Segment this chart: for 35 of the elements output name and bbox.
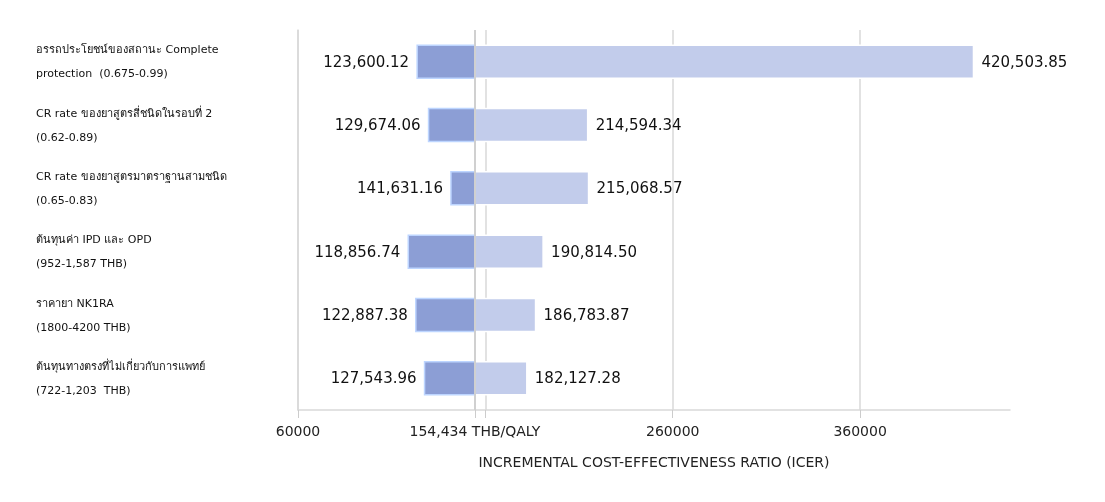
annotation: 129,674.06 (334, 116, 421, 134)
annotation: 182,127.28 (534, 369, 621, 388)
bar (474, 107, 589, 143)
annotation: 420,503.85 (981, 52, 1068, 71)
annotation: 141,631.16 (357, 179, 443, 198)
x-tick-label: 360000 (833, 423, 887, 439)
bar (415, 297, 476, 333)
bar (450, 171, 476, 206)
y-tick-label: CR rate ของยาสูตรมาตราฐานสามชนิด (0.65-0.83) (36, 169, 227, 207)
annotation: 123,600.12 (323, 52, 410, 71)
annotation: 214,594.34 (595, 116, 682, 134)
annotation: 190,814.50 (551, 242, 637, 261)
bar (474, 361, 528, 396)
bar (474, 234, 544, 269)
x-axis-title: INCREMENTAL COST-EFFECTIVENESS RATIO (ICER) (478, 454, 830, 470)
y-tick-label: ต้นทุนค่า IPD และ OPD (952-1,587 THB) (36, 233, 152, 271)
bar (474, 44, 975, 79)
bar (423, 361, 476, 396)
x-tick-label: 260000 (646, 423, 700, 439)
bar (474, 297, 537, 333)
bar (407, 234, 476, 269)
y-tick-label: CR rate ของยาสูตรสี่ชนิดในรอบที่ 2 (0.62-0.89) (36, 104, 213, 144)
x-tick-label: 154,434 THB/QALY (409, 423, 541, 439)
y-tick-label: อรรถประโยชน์ของสถานะ Complete protection (0.675-0.99) (36, 42, 219, 81)
annotation: 118,856.74 (314, 242, 401, 261)
annotation: 127,543.96 (330, 369, 417, 388)
y-tick-label: ราคายา NK1RA (1800-4200 THB) (36, 296, 131, 334)
annotation: 122,887.38 (321, 306, 408, 324)
y-tick-label: ต้นทุนทางตรงที่ไม่เกี่ยวกับการแพทย์ (722-1,203 THB) (36, 357, 205, 397)
annotation: 186,783.87 (543, 306, 630, 324)
x-tick-label: 60000 (275, 423, 321, 439)
bar (427, 107, 476, 143)
bar (474, 171, 590, 206)
bar (416, 44, 476, 79)
annotation: 215,068.57 (596, 179, 683, 198)
